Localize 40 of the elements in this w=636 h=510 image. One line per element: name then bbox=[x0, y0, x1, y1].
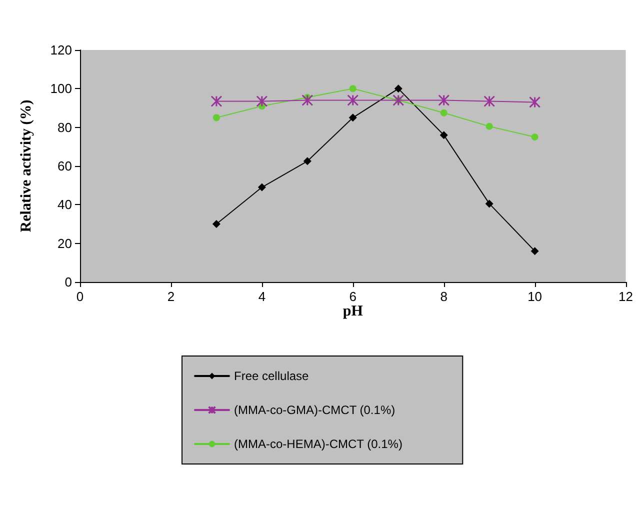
x-tick-label: 4 bbox=[258, 289, 266, 304]
point bbox=[349, 85, 356, 92]
y-tick-label: 80 bbox=[58, 120, 72, 135]
x-tick-label: 8 bbox=[440, 289, 448, 304]
y-axis-title: Relative activity (%) bbox=[18, 100, 34, 232]
point bbox=[347, 94, 359, 106]
legend-label: Free cellulase bbox=[234, 369, 310, 383]
point bbox=[530, 247, 539, 256]
legend-label: (MMA-co-GMA)-CMCT (0.1%) bbox=[234, 403, 396, 417]
x-tick-label: 0 bbox=[76, 289, 84, 304]
point bbox=[440, 131, 448, 140]
legend-label: (MMA-co-HEMA)-CMCT (0.1%) bbox=[234, 437, 402, 451]
point bbox=[258, 183, 266, 192]
y-tick-label: 0 bbox=[64, 274, 72, 290]
point bbox=[256, 95, 268, 107]
point bbox=[303, 157, 312, 166]
x-tick-label: 2 bbox=[167, 289, 175, 304]
point bbox=[486, 122, 493, 130]
y-tick-label: 120 bbox=[50, 42, 72, 58]
point bbox=[348, 114, 357, 122]
point bbox=[438, 94, 450, 106]
y-tick-label: 60 bbox=[58, 158, 72, 174]
point bbox=[529, 96, 541, 108]
point bbox=[485, 200, 494, 208]
point bbox=[212, 220, 220, 228]
point bbox=[210, 95, 222, 107]
point bbox=[392, 94, 404, 106]
y-tick-label: 40 bbox=[58, 197, 72, 212]
point bbox=[484, 95, 496, 107]
y-tick-label: 20 bbox=[58, 236, 72, 251]
point bbox=[302, 94, 314, 106]
point bbox=[440, 109, 448, 116]
x-tick-label: 10 bbox=[528, 289, 542, 304]
point bbox=[531, 134, 538, 140]
point bbox=[212, 114, 220, 122]
x-tick-label: 6 bbox=[349, 289, 356, 304]
x-axis-title: pH bbox=[342, 304, 364, 320]
point bbox=[394, 84, 402, 93]
x-tick-label: 12 bbox=[618, 289, 634, 304]
y-tick-label: 100 bbox=[50, 81, 72, 96]
